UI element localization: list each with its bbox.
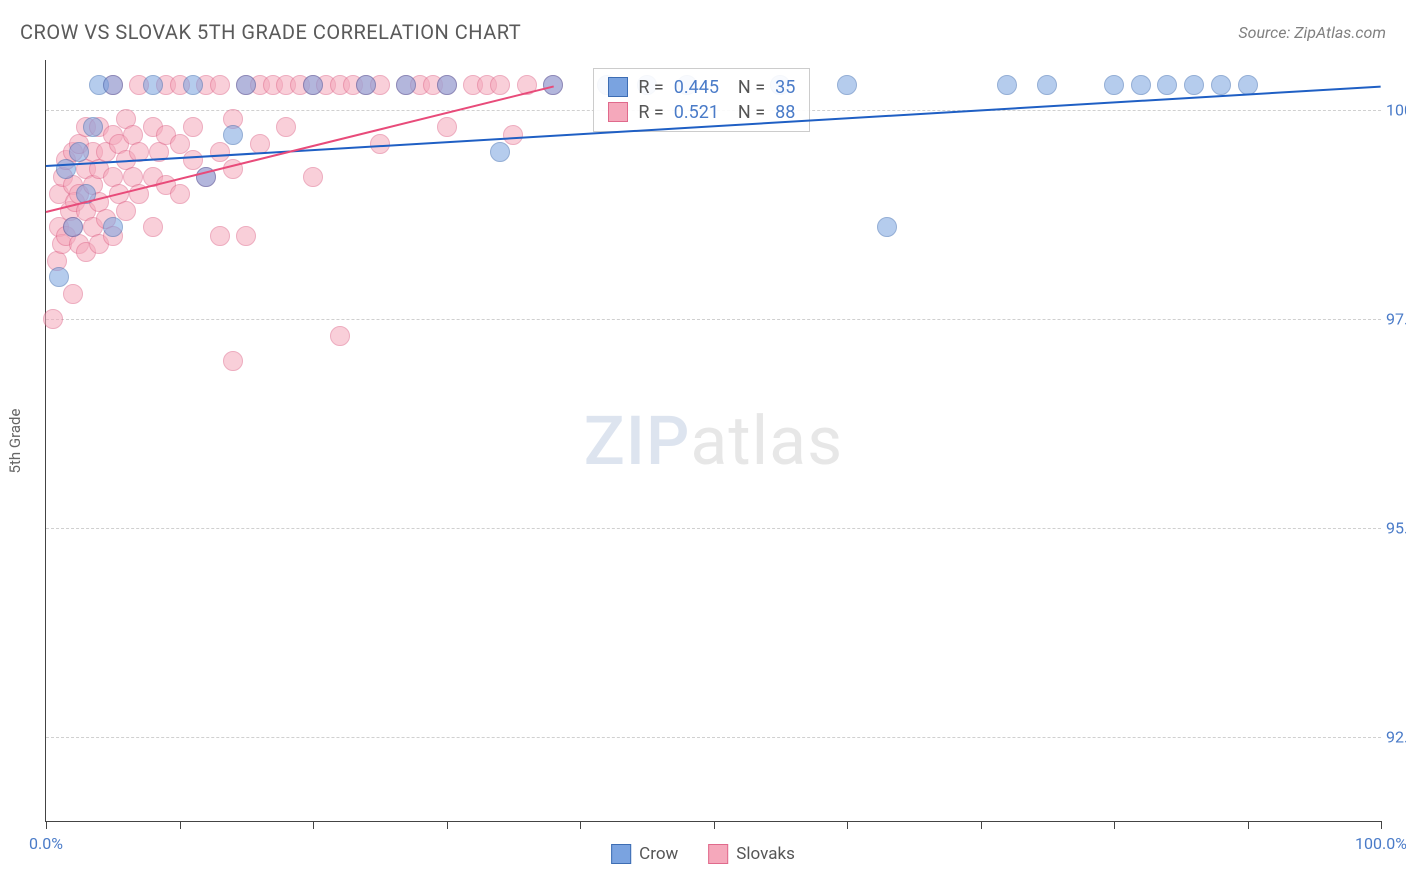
data-point <box>236 226 256 246</box>
data-point <box>437 75 457 95</box>
data-point <box>63 217 83 237</box>
x-tick <box>580 821 581 829</box>
data-point <box>250 134 270 154</box>
watermark-part1: ZIP <box>584 401 691 481</box>
x-tick-label: 0.0% <box>29 834 63 853</box>
data-point <box>170 134 190 154</box>
data-point <box>223 351 243 371</box>
legend-swatch <box>611 844 631 864</box>
y-tick-label: 97.5% <box>1386 310 1406 329</box>
legend-row: R = 0.445 N = 35 <box>608 75 795 100</box>
data-point <box>370 134 390 154</box>
data-point <box>396 75 416 95</box>
data-point <box>183 75 203 95</box>
chart-plot-area: 5th Grade ZIPatlas 92.5%95.0%97.5%100.0%… <box>45 60 1381 822</box>
data-point <box>503 125 523 145</box>
data-point <box>170 184 190 204</box>
data-point <box>83 117 103 137</box>
data-point <box>236 75 256 95</box>
data-point <box>1131 75 1151 95</box>
data-point <box>210 142 230 162</box>
data-point <box>103 75 123 95</box>
legend-r-value: 0.521 <box>674 102 719 123</box>
data-point <box>183 150 203 170</box>
data-point <box>143 75 163 95</box>
x-tick-label: 100.0% <box>1355 834 1406 853</box>
data-point <box>997 75 1017 95</box>
legend-swatch <box>608 102 628 122</box>
data-point <box>1211 75 1231 95</box>
data-point <box>276 117 296 137</box>
legend-item: Slovaks <box>708 844 795 864</box>
x-tick <box>1114 821 1115 829</box>
chart-title: CROW VS SLOVAK 5TH GRADE CORRELATION CHA… <box>20 20 521 44</box>
x-tick <box>1381 821 1382 829</box>
data-point <box>303 75 323 95</box>
data-point <box>437 117 457 137</box>
watermark: ZIPatlas <box>584 401 844 481</box>
data-point <box>63 284 83 304</box>
scatter-plot: ZIPatlas 92.5%95.0%97.5%100.0%0.0%100.0%… <box>45 60 1381 822</box>
y-tick-label: 95.0% <box>1386 519 1406 538</box>
legend-r-label: R = <box>638 77 663 98</box>
legend-n-value: 88 <box>775 102 795 123</box>
y-tick-label: 92.5% <box>1386 728 1406 747</box>
legend-r-label: R = <box>638 102 663 123</box>
legend-swatch <box>708 844 728 864</box>
legend-swatch <box>608 77 628 97</box>
data-point <box>143 217 163 237</box>
data-point <box>183 117 203 137</box>
data-point <box>223 159 243 179</box>
data-point <box>56 159 76 179</box>
data-point <box>49 267 69 287</box>
data-point <box>1184 75 1204 95</box>
legend-item: Crow <box>611 844 678 864</box>
legend-row: R = 0.521 N = 88 <box>608 100 795 125</box>
legend-n-label: N = <box>729 77 765 98</box>
x-tick <box>46 821 47 829</box>
legend-r-value: 0.445 <box>674 77 719 98</box>
data-point <box>43 309 63 329</box>
gridline <box>46 319 1381 320</box>
gridline <box>46 737 1381 738</box>
legend-n-value: 35 <box>775 77 795 98</box>
x-tick <box>447 821 448 829</box>
bottom-legend: Crow Slovaks <box>611 844 795 864</box>
y-axis-label: 5th Grade <box>6 409 24 474</box>
data-point <box>543 75 563 95</box>
data-point <box>490 75 510 95</box>
x-tick <box>714 821 715 829</box>
data-point <box>490 142 510 162</box>
x-tick <box>981 821 982 829</box>
data-point <box>330 326 350 346</box>
data-point <box>210 226 230 246</box>
data-point <box>356 75 376 95</box>
data-point <box>1104 75 1124 95</box>
legend-label: Crow <box>639 844 678 864</box>
y-tick-label: 100.0% <box>1386 101 1406 120</box>
chart-source: Source: ZipAtlas.com <box>1238 23 1386 42</box>
data-point <box>210 75 230 95</box>
x-tick <box>180 821 181 829</box>
data-point <box>116 201 136 221</box>
data-point <box>1037 75 1057 95</box>
x-tick <box>847 821 848 829</box>
gridline <box>46 528 1381 529</box>
data-point <box>69 142 89 162</box>
data-point <box>303 167 323 187</box>
x-tick <box>1248 821 1249 829</box>
data-point <box>837 75 857 95</box>
x-tick <box>313 821 314 829</box>
data-point <box>103 217 123 237</box>
watermark-part2: atlas <box>690 401 843 481</box>
legend-label: Slovaks <box>736 844 795 864</box>
data-point <box>223 125 243 145</box>
chart-header: CROW VS SLOVAK 5TH GRADE CORRELATION CHA… <box>0 0 1406 54</box>
data-point <box>877 217 897 237</box>
data-point <box>1157 75 1177 95</box>
legend-n-label: N = <box>729 102 765 123</box>
